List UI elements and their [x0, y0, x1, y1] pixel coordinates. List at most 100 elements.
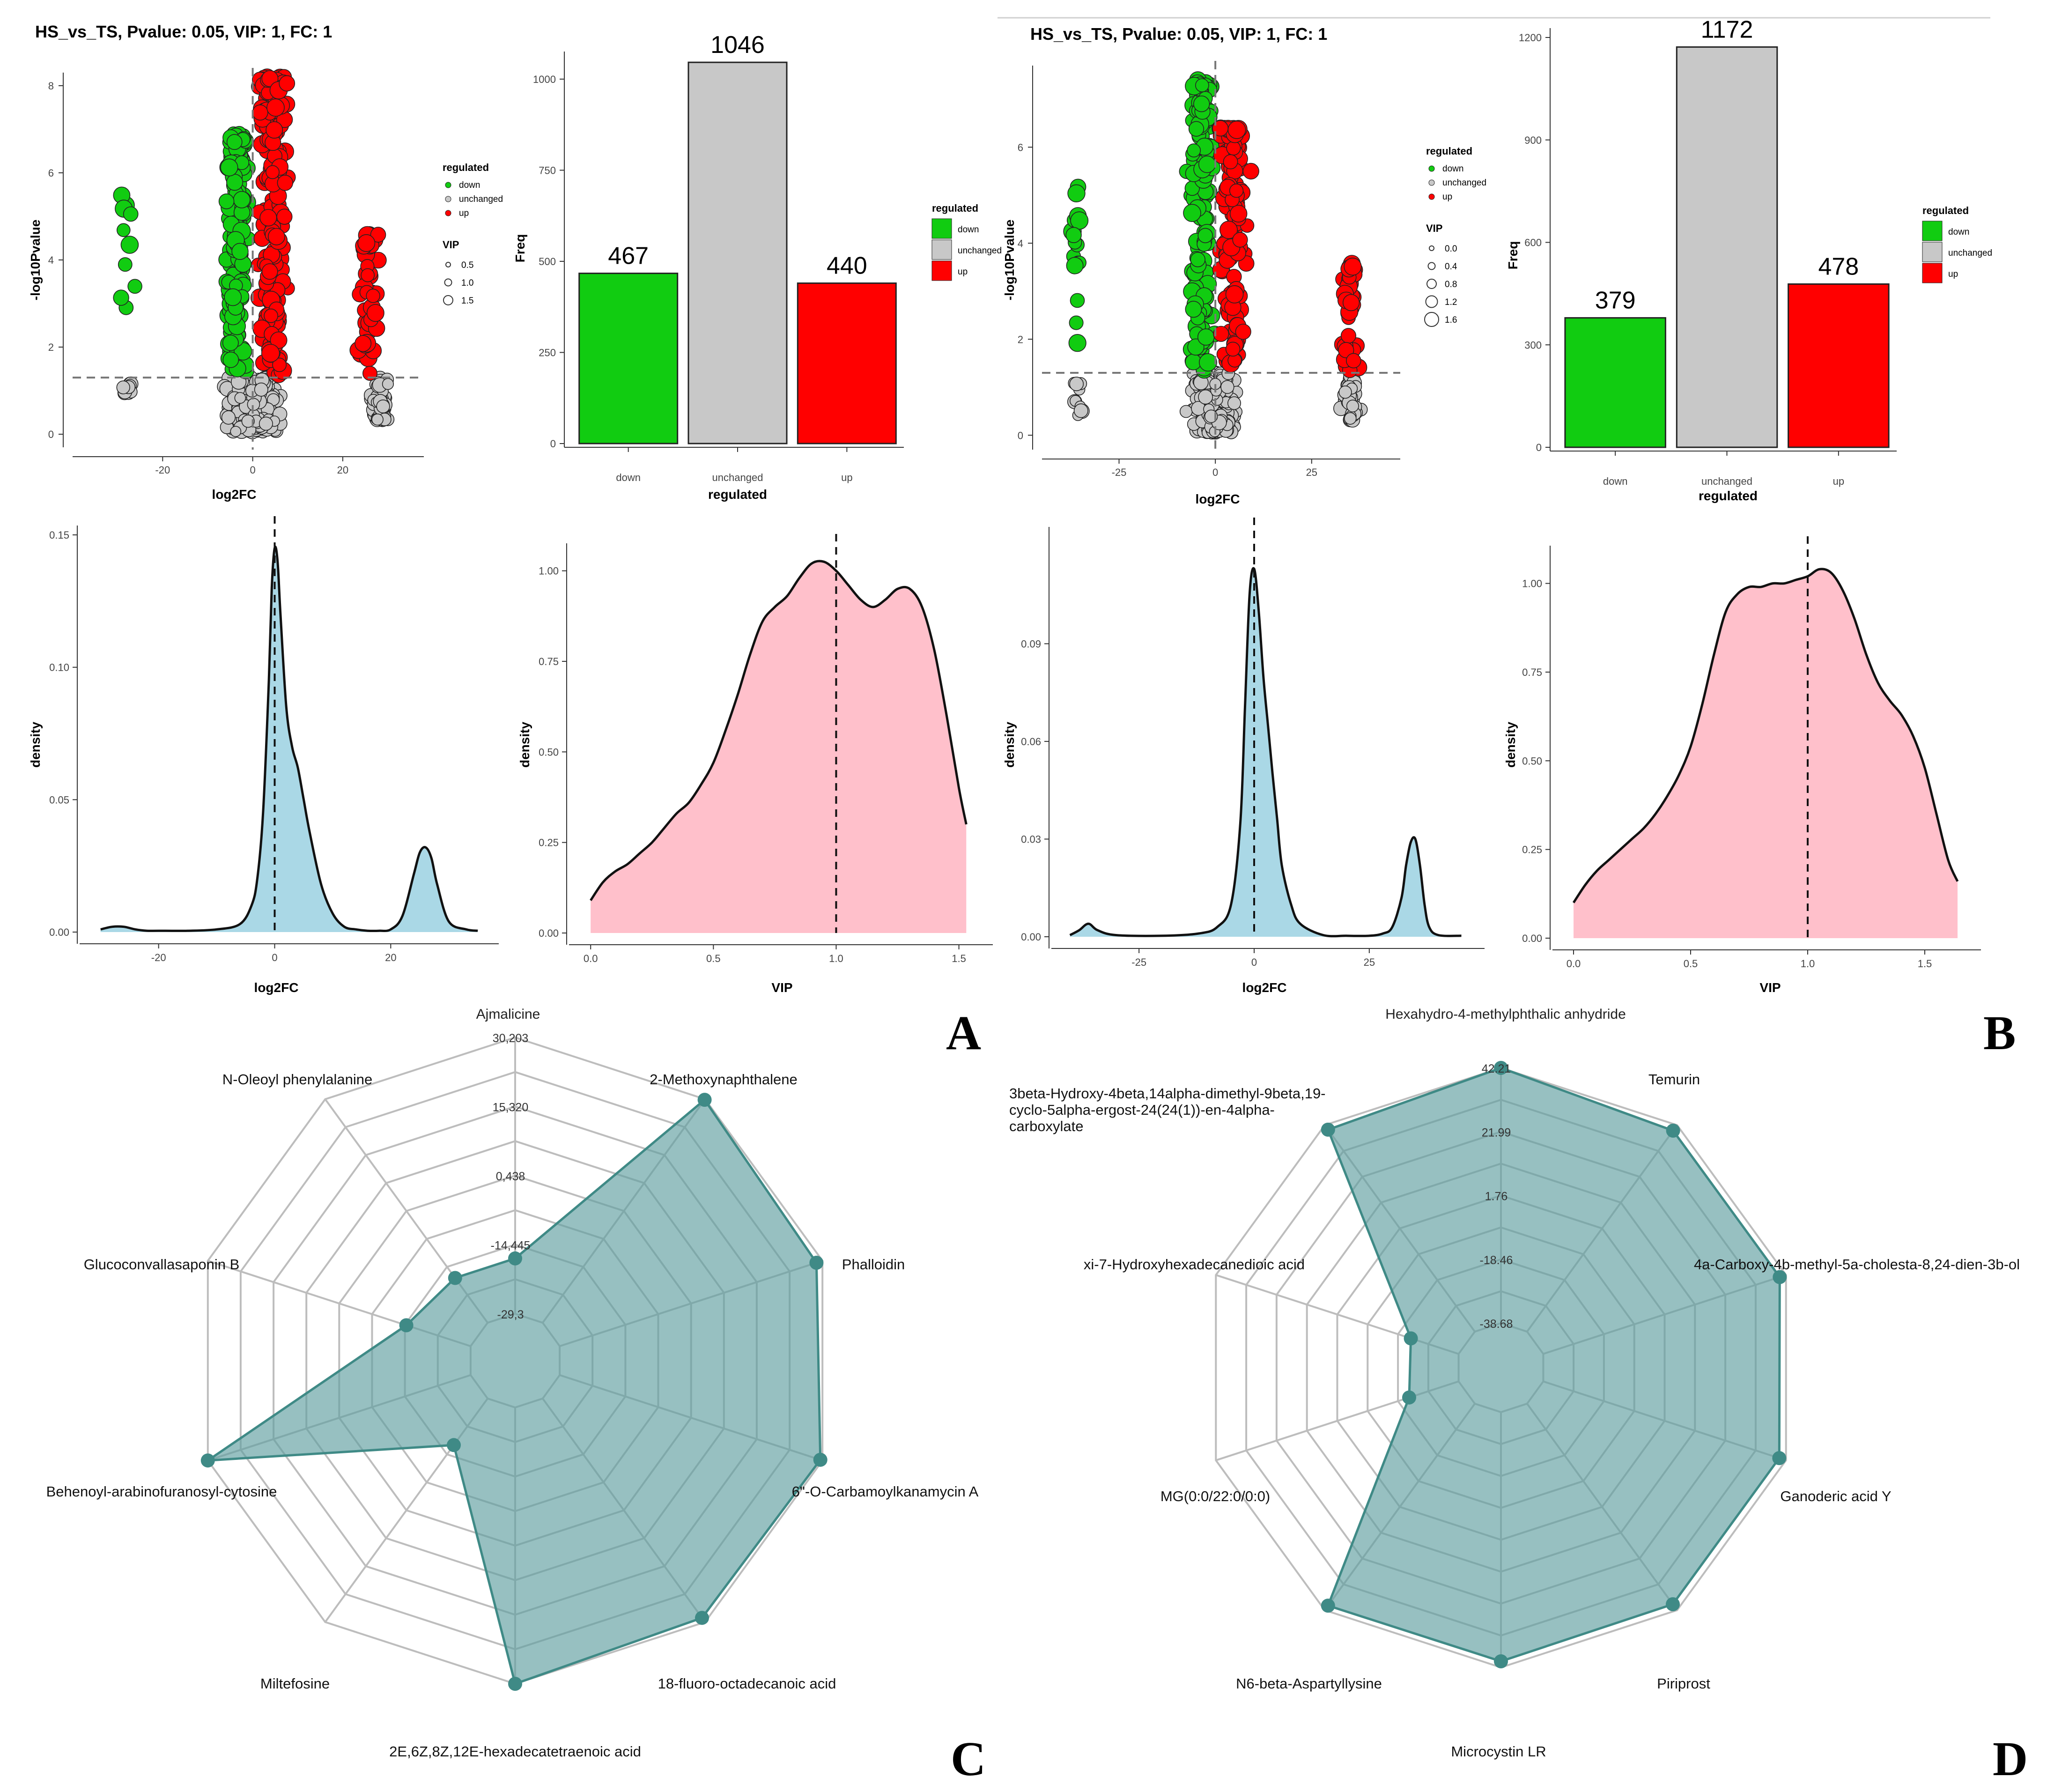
unchanged-point: [1227, 396, 1242, 410]
density-area: [1070, 568, 1462, 937]
legend-label-down: down: [1442, 164, 1463, 174]
unchanged-point: [234, 392, 246, 404]
x-tick-label: 0: [272, 952, 277, 963]
unchanged-point: [221, 410, 236, 425]
up-point: [1226, 141, 1241, 156]
x-tick-label: -20: [151, 952, 166, 963]
y-tick-label: 750: [539, 164, 556, 176]
x-tick-label: 1.5: [952, 953, 966, 964]
up-point: [276, 208, 293, 225]
unchanged-point: [1179, 405, 1193, 418]
density-log2fc-a: -20 0 20 0.00 0.05 0.10 0.15 log2FC density: [28, 516, 499, 995]
radar-data-point: [200, 1453, 215, 1468]
x-tick-label: 25: [1364, 956, 1375, 968]
up-point: [261, 263, 278, 280]
panel-label-c: C: [951, 1732, 986, 1786]
legend-title: regulated: [932, 202, 978, 214]
radar-data-point: [1321, 1122, 1335, 1137]
up-point: [1223, 154, 1238, 170]
radar-axis-label: cyclo-5alpha-ergost-24(24(1))-en-4alpha-: [1009, 1102, 1275, 1118]
y-tick-label: 250: [539, 347, 556, 358]
legend-label-unchanged: unchanged: [1948, 248, 1992, 258]
up-point: [366, 289, 380, 303]
x-tick-label: 0: [250, 464, 255, 476]
size-legend-key: [443, 295, 453, 305]
y-tick-label: 0.09: [1021, 638, 1041, 650]
radar-data-point: [695, 1611, 709, 1625]
bar-value-label-down: 379: [1595, 287, 1636, 314]
legend-key-down: [445, 182, 451, 188]
density-curve: [1572, 568, 1959, 903]
radar-ring-label: 21.99: [1482, 1126, 1511, 1139]
radar-ring-label: 1.76: [1485, 1190, 1508, 1203]
legend-key-unchanged: [1922, 242, 1943, 262]
size-legend-label: 1.6: [1445, 315, 1457, 325]
down-point: [113, 289, 129, 306]
density-vip-b: 0.0 0.5 1.0 1.5 0.00 0.25 0.50 0.75 1.00 VIP den…: [1503, 536, 1981, 995]
x-tick-label: unchanged: [712, 472, 763, 483]
radar-ring-label: -29,3: [497, 1308, 524, 1321]
x-tick-label: 0.0: [1567, 958, 1581, 970]
unchanged-point: [241, 415, 255, 428]
unchanged-point: [382, 378, 394, 390]
x-tick-label: 20: [385, 952, 396, 963]
bar-chart-a: 467 1046 440 down unchanged up 0 250 500 750 1000…: [513, 31, 1002, 502]
volcano-a-ylabel: -log10Pvalue: [28, 220, 43, 301]
bar-value-label-up: 478: [1818, 253, 1859, 280]
bar-a-ylabel: Freq: [513, 234, 527, 263]
down-point: [1070, 293, 1085, 308]
bar-b-ylabel: Freq: [1506, 241, 1520, 270]
down-point: [224, 288, 242, 306]
bar-b-xlabel: regulated: [1699, 489, 1758, 503]
up-point: [270, 331, 288, 349]
legend-label-unchanged: unchanged: [1442, 178, 1486, 188]
radar-ring-label: -14,445: [491, 1239, 531, 1252]
panel-label-a: A: [946, 1006, 981, 1060]
legend-label-up: up: [1442, 192, 1452, 202]
up-point: [1225, 341, 1241, 357]
density-vip-b-xlabel: VIP: [1759, 980, 1781, 995]
unchanged-point: [1073, 403, 1088, 418]
x-tick-label: up: [841, 472, 852, 483]
radar-axis-label: 18-fluoro-octadecanoic acid: [658, 1675, 836, 1692]
radar-axis-label: Miltefosine: [260, 1675, 330, 1692]
density-log2fc-a-xlabel: log2FC: [254, 980, 299, 995]
density-curve: [590, 560, 968, 901]
up-point: [361, 268, 375, 282]
radar-data-point: [1772, 1451, 1787, 1466]
volcano-b-title: HS_vs_TS, Pvalue: 0.05, VIP: 1, FC: 1: [1030, 24, 1327, 44]
legend-label-up: up: [459, 208, 469, 218]
up-point: [1219, 221, 1238, 239]
up-point: [266, 98, 285, 117]
radar-data-point: [1494, 1654, 1508, 1668]
up-point: [1212, 120, 1229, 137]
down-point: [1185, 353, 1202, 370]
unchanged-point: [254, 382, 268, 397]
up-point: [1229, 183, 1244, 198]
up-point: [355, 335, 372, 352]
unchanged-point: [1338, 385, 1352, 399]
y-tick-label: 2: [48, 341, 54, 353]
down-point: [233, 191, 251, 208]
up-point: [1225, 285, 1244, 304]
up-point: [357, 234, 376, 252]
y-tick-label: 0.75: [539, 656, 559, 667]
radar-axis-label: N6-beta-Aspartyllysine: [1236, 1675, 1382, 1692]
density-vip-a: 0.0 0.5 1.0 1.5 0.00 0.25 0.50 0.75 1.00 VIP den…: [517, 534, 993, 995]
y-tick-label: 0: [1018, 429, 1023, 441]
y-tick-label: 0.00: [1522, 933, 1542, 944]
x-tick-label: -25: [1131, 956, 1146, 968]
volcano-a-xlabel: log2FC: [212, 487, 257, 502]
up-point: [1229, 205, 1248, 223]
x-tick-label: down: [616, 472, 641, 483]
down-point: [1197, 328, 1215, 346]
radar-axis-label: 4a-Carboxy-4b-methyl-5a-cholesta-8,24-di…: [1694, 1256, 2020, 1273]
unchanged-point: [1069, 377, 1084, 392]
radar-chart-c: Ajmalicine 30,203 15,320 0,438 -14,445 -29,3…: [46, 1007, 979, 1760]
y-tick-label: 0.00: [539, 927, 559, 939]
y-tick-label: 900: [1524, 134, 1542, 146]
y-tick-label: 0: [1536, 442, 1542, 453]
size-legend-title: VIP: [1426, 222, 1442, 234]
y-tick-label: 600: [1524, 237, 1542, 249]
